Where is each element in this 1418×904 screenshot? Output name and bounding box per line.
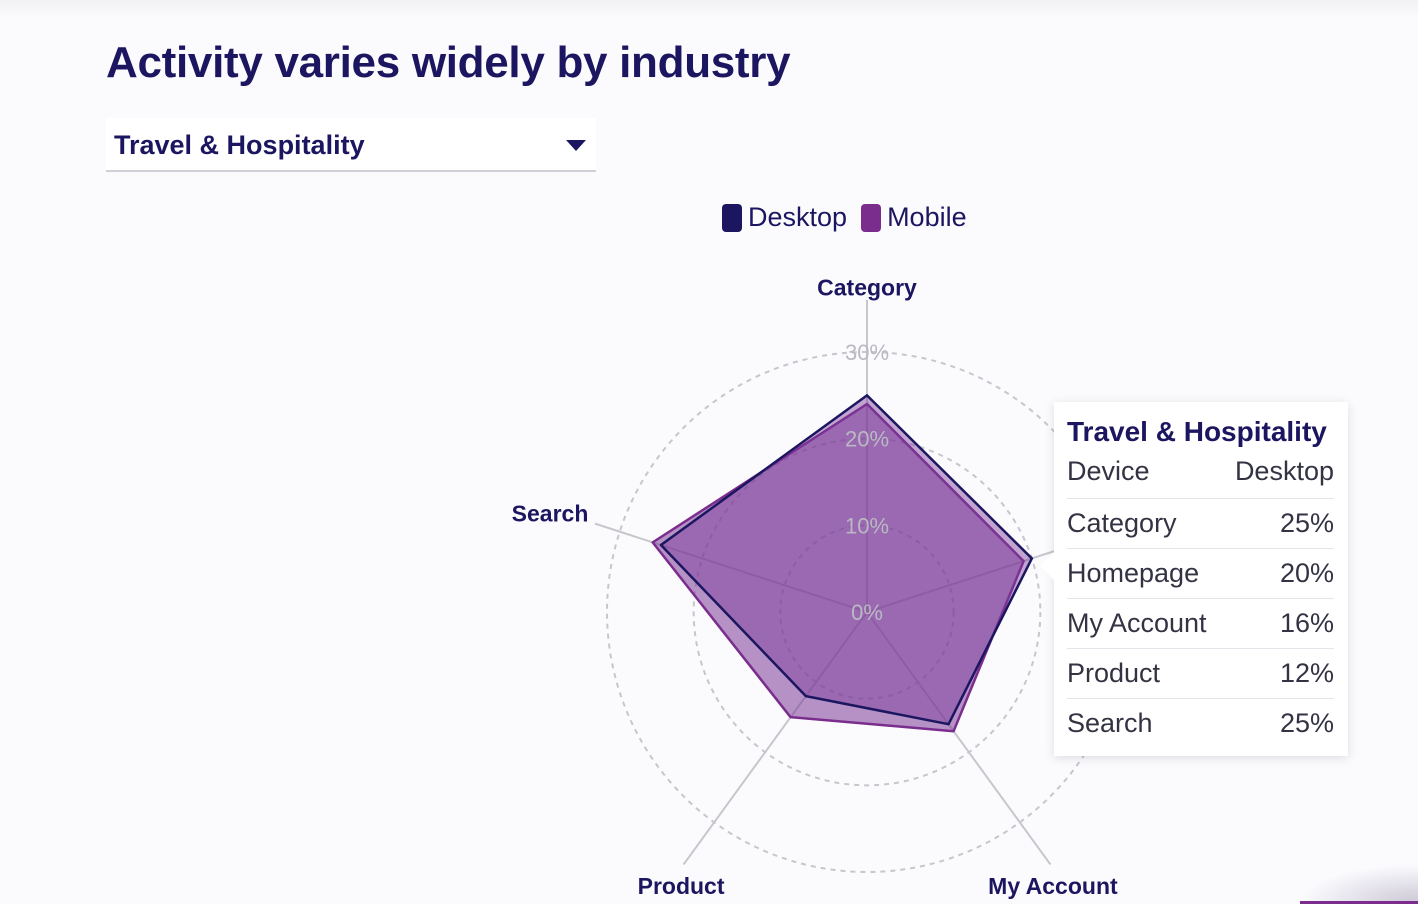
tooltip-row: My Account 16%: [1067, 599, 1334, 649]
top-shadow: [0, 0, 1418, 18]
tooltip-title: Travel & Hospitality: [1067, 416, 1327, 447]
tooltip-row-value: 25%: [1279, 708, 1334, 738]
axis-label: Category: [817, 275, 917, 301]
industry-dropdown[interactable]: Travel & Hospitality: [106, 118, 596, 172]
axis-label: Search: [512, 500, 589, 526]
tooltip-row: Category 25%: [1067, 499, 1334, 549]
legend-swatch-mobile: [861, 203, 882, 232]
tooltip-row-label: Category: [1067, 508, 1177, 538]
series-area-mobile[interactable]: [651, 402, 1025, 733]
tooltip-row: Homepage 20%: [1067, 549, 1334, 599]
axis-label: Product: [638, 873, 725, 899]
chart-legend: Desktop Mobile: [722, 202, 967, 233]
page-title: Activity varies widely by industry: [106, 38, 791, 87]
tick-label: 30%: [845, 340, 889, 365]
chevron-down-icon: [566, 140, 586, 151]
tooltip-row-value: 12%: [1279, 658, 1334, 688]
tooltip-header-row: Device Desktop: [1067, 456, 1334, 499]
legend-swatch-desktop: [722, 203, 742, 232]
tooltip-pointer: [1040, 552, 1054, 580]
tooltip-row-value: 25%: [1279, 508, 1334, 538]
legend-item-mobile[interactable]: Mobile: [861, 202, 967, 233]
tooltip-row: Product 12%: [1067, 649, 1334, 699]
tooltip-row-value: 20%: [1279, 558, 1334, 588]
corner-shadow: [1298, 864, 1418, 904]
legend-label-mobile: Mobile: [887, 202, 967, 232]
tick-label: 0%: [851, 600, 883, 625]
data-tooltip: Travel & Hospitality Device Desktop Cate…: [1040, 402, 1348, 756]
legend-label-desktop: Desktop: [748, 202, 848, 232]
axis-label: My Account: [988, 873, 1118, 899]
tick-label: 20%: [845, 427, 889, 452]
tooltip-header-label: Device: [1067, 456, 1150, 486]
grid-ring: [692, 437, 1042, 787]
series-area-desktop[interactable]: [659, 394, 1034, 726]
tooltip-row-label: Product: [1067, 658, 1161, 688]
industry-dropdown-value: Travel & Hospitality: [114, 130, 365, 160]
tooltip-row-value: 16%: [1279, 608, 1334, 638]
corner-accent-bar: [1300, 901, 1418, 904]
tooltip-row: Search 25%: [1067, 699, 1334, 748]
tooltip-row-label: Homepage: [1067, 558, 1200, 588]
tooltip-row-label: My Account: [1067, 608, 1207, 638]
tick-label: 10%: [845, 513, 889, 538]
tooltip-row-label: Search: [1067, 708, 1153, 738]
legend-item-desktop[interactable]: Desktop: [722, 202, 847, 233]
radar-series: [651, 394, 1034, 733]
tooltip-header-value: Desktop: [1234, 456, 1334, 486]
